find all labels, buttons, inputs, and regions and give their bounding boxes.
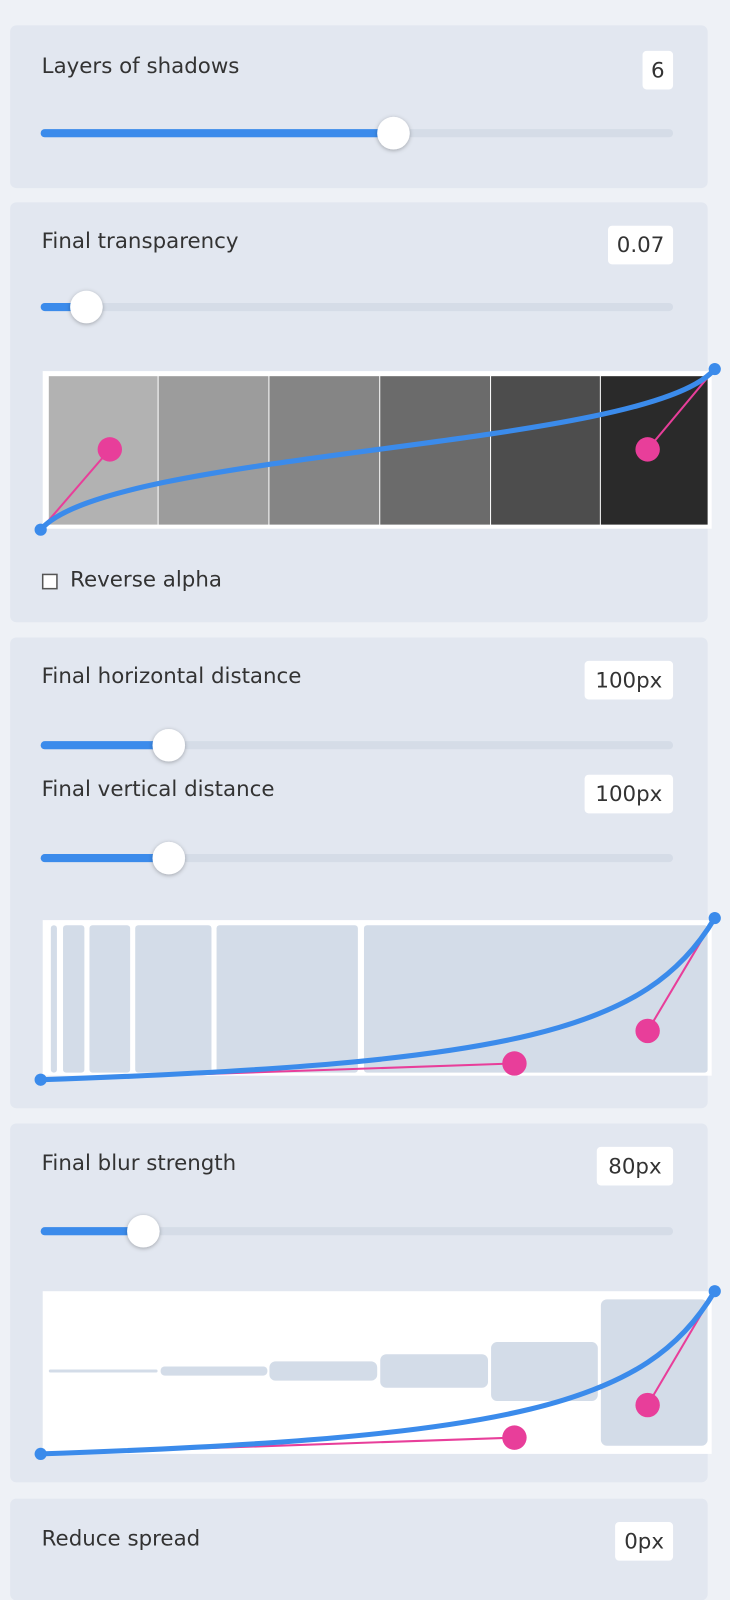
slider[interactable] (40, 290, 674, 324)
label: Layers of shadows (41, 53, 240, 79)
value-input[interactable]: 0.07 (607, 225, 674, 265)
label: Final horizontal distance (41, 663, 302, 689)
blur-curve[interactable] (34, 1285, 721, 1460)
label: Final blur strength (41, 1150, 237, 1176)
slider[interactable] (40, 1214, 674, 1248)
panel (10, 25, 708, 189)
label: Final transparency (41, 228, 239, 254)
label: Final vertical distance (41, 776, 275, 802)
slider[interactable] (40, 116, 674, 150)
slider[interactable] (40, 728, 674, 762)
slider[interactable] (40, 841, 674, 875)
checkbox[interactable] (41, 573, 58, 590)
value-input[interactable]: 100px (584, 774, 674, 814)
value-input[interactable]: 0px (615, 1522, 674, 1561)
panel (10, 1498, 708, 1600)
value-input[interactable]: 80px (596, 1146, 674, 1186)
value-input[interactable]: 6 (642, 50, 674, 90)
label: Reduce spread (41, 1526, 201, 1551)
transparency-curve[interactable] (34, 362, 721, 536)
value-input[interactable]: 100px (584, 660, 674, 700)
checkbox-label[interactable]: Reverse alpha (70, 567, 222, 592)
distance-curve[interactable] (34, 911, 721, 1086)
